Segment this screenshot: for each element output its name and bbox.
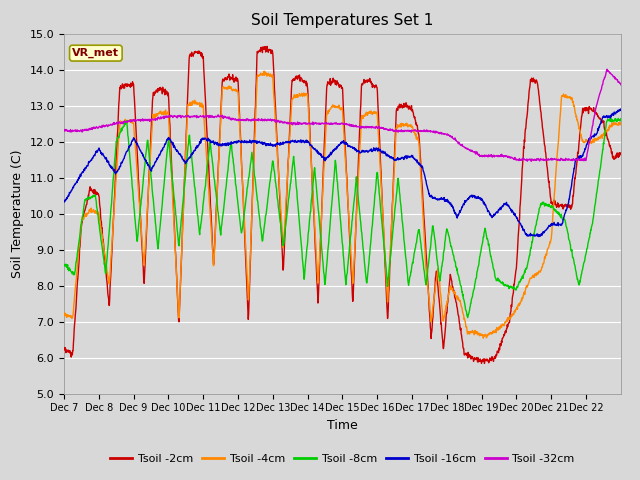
Legend: Tsoil -2cm, Tsoil -4cm, Tsoil -8cm, Tsoil -16cm, Tsoil -32cm: Tsoil -2cm, Tsoil -4cm, Tsoil -8cm, Tsoi… — [106, 450, 579, 468]
Text: VR_met: VR_met — [72, 48, 119, 58]
X-axis label: Time: Time — [327, 419, 358, 432]
Title: Soil Temperatures Set 1: Soil Temperatures Set 1 — [252, 13, 433, 28]
Y-axis label: Soil Temperature (C): Soil Temperature (C) — [11, 149, 24, 278]
